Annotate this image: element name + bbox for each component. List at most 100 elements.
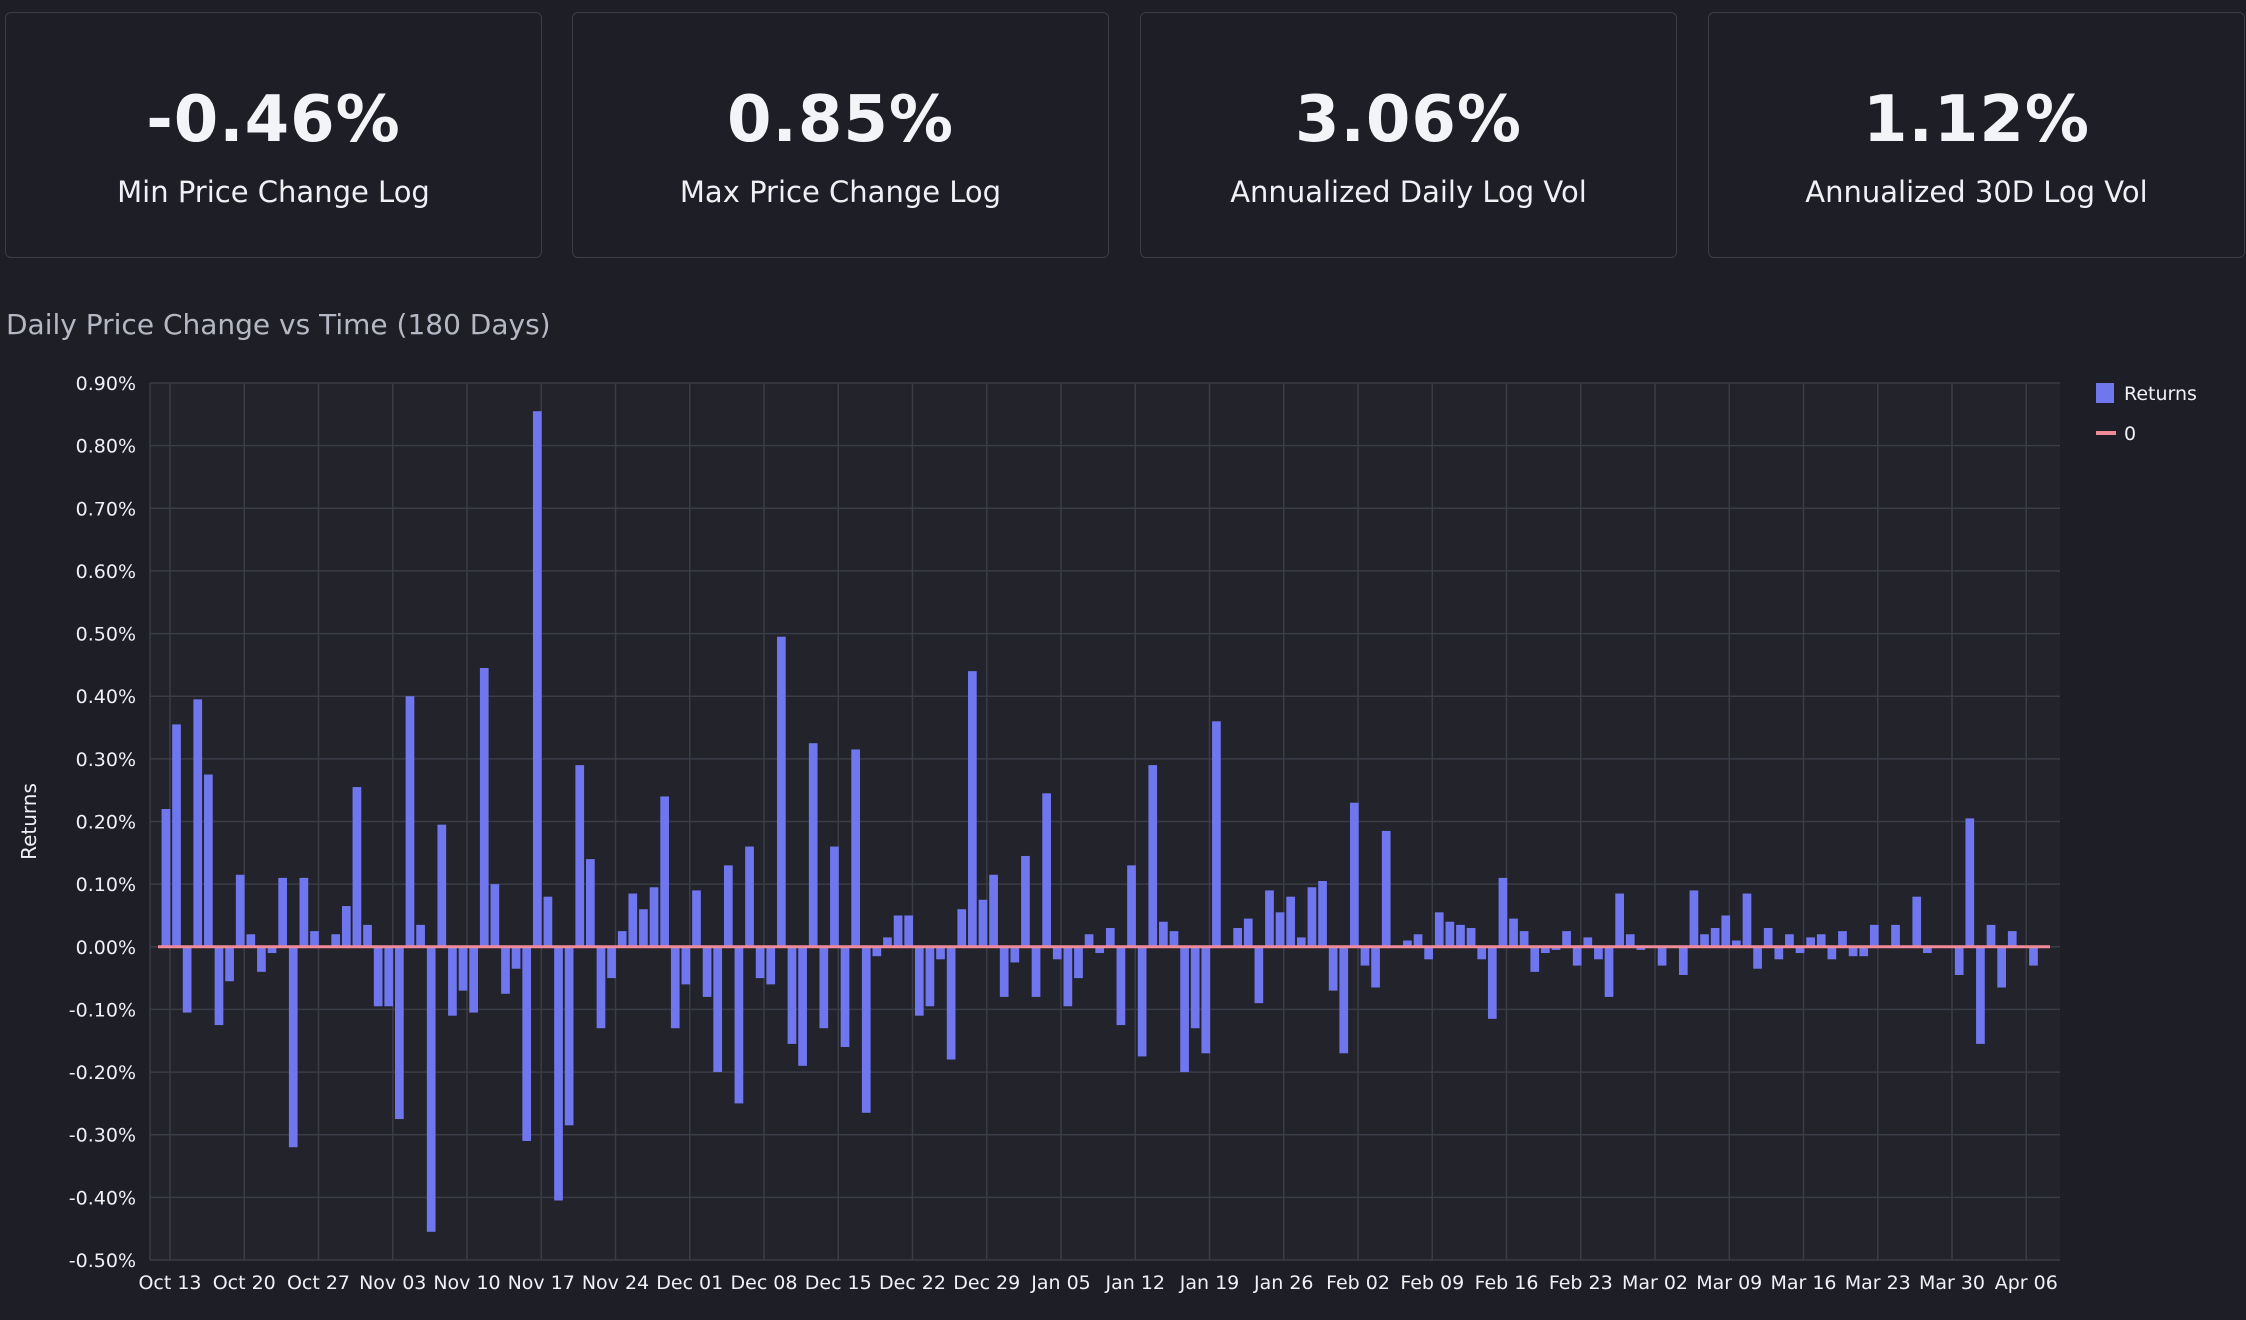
return-bar — [787, 946, 797, 1044]
metric-card-daily-vol: 3.06% Annualized Daily Log Vol — [1140, 12, 1677, 258]
y-tick-label: -0.50% — [69, 1250, 136, 1272]
return-bar — [1307, 887, 1317, 947]
return-bar — [830, 846, 839, 947]
return-bar — [1594, 946, 1603, 960]
x-tick-label: Jan 12 — [1104, 1272, 1165, 1294]
return-bar — [1371, 946, 1380, 988]
return-bar — [1700, 934, 1709, 947]
return-bar — [288, 946, 298, 1148]
return-bar — [904, 915, 914, 947]
return-bar — [1986, 924, 1996, 947]
return-bar — [1360, 946, 1370, 966]
return-bar — [1445, 921, 1455, 947]
return-bar — [331, 934, 341, 947]
legend-label-zero: 0 — [2124, 423, 2136, 445]
return-bar — [1296, 937, 1306, 947]
return-bar — [808, 743, 818, 947]
return-bar — [1562, 931, 1571, 947]
x-tick-label: Oct 27 — [287, 1272, 350, 1294]
return-bar — [755, 946, 765, 979]
x-tick-label: Mar 30 — [1919, 1272, 1985, 1294]
return-bar — [1838, 931, 1847, 947]
x-tick-label: Dec 29 — [953, 1272, 1020, 1294]
return-bar — [660, 796, 669, 947]
return-bar — [1424, 946, 1433, 960]
return-bar — [639, 909, 648, 947]
return-bar — [501, 946, 510, 994]
x-tick-label: Dec 22 — [879, 1272, 946, 1294]
return-bar — [511, 946, 521, 969]
y-tick-label: 0.70% — [76, 498, 136, 520]
return-bar — [872, 946, 882, 957]
return-bar — [1243, 918, 1253, 947]
returns-bar-chart[interactable]: -0.50% -0.40% -0.30% -0.20% -0.10% 0.00% 0.10%… — [0, 360, 2246, 1320]
return-bar — [1774, 946, 1784, 960]
return-bar — [861, 946, 871, 1113]
x-tick-label: Dec 01 — [656, 1272, 723, 1294]
return-bar — [1625, 934, 1635, 947]
return-bar — [458, 946, 468, 991]
y-tick-label: -0.40% — [69, 1187, 136, 1209]
return-bar — [1785, 934, 1794, 947]
chart-title: Daily Price Change vs Time (180 Days) — [6, 308, 551, 341]
x-tick-label: Apr 06 — [1995, 1272, 2058, 1294]
return-bar — [1997, 946, 2006, 988]
return-bar — [819, 946, 829, 1029]
return-bar — [1381, 830, 1391, 947]
x-tick-label: Jan 26 — [1253, 1272, 1314, 1294]
return-bar — [1859, 946, 1869, 957]
metric-label: Max Price Change Log — [679, 175, 1002, 209]
return-bar — [1169, 931, 1179, 947]
return-bar — [437, 824, 447, 947]
metrics-row: -0.46% Min Price Change Log 0.85% Max Pr… — [5, 12, 2246, 260]
return-bar — [1318, 881, 1327, 947]
return-bar — [532, 411, 542, 947]
return-bar — [628, 893, 638, 947]
return-bar — [1084, 934, 1094, 947]
x-tick-label: Jan 05 — [1030, 1272, 1091, 1294]
y-tick-label: 0.60% — [76, 561, 136, 583]
legend-label-returns: Returns — [2124, 383, 2197, 405]
return-bar — [914, 946, 924, 1016]
return-bar — [1127, 865, 1136, 947]
return-bar — [670, 946, 680, 1029]
metric-card-max-change: 0.85% Max Price Change Log — [572, 12, 1109, 258]
return-bar — [936, 946, 945, 960]
return-bar — [1615, 893, 1624, 947]
return-bar — [968, 671, 977, 947]
return-bar — [798, 946, 807, 1066]
return-bar — [1509, 918, 1518, 947]
return-bar — [1976, 946, 1985, 1044]
return-bar — [893, 915, 903, 947]
metric-value: 0.85% — [726, 83, 955, 157]
return-bar — [2007, 931, 2017, 947]
x-tick-label: Mar 23 — [1845, 1272, 1911, 1294]
return-bar — [1275, 912, 1285, 947]
return-bar — [1689, 890, 1699, 947]
return-bar — [1954, 946, 1964, 975]
return-bar — [989, 874, 998, 947]
y-axis-title: Returns — [17, 783, 41, 860]
x-tick-label: Feb 23 — [1549, 1272, 1613, 1294]
return-bar — [957, 909, 967, 947]
return-bar — [1912, 896, 1922, 947]
x-tick-label: Oct 20 — [213, 1272, 276, 1294]
return-bar — [1434, 912, 1444, 947]
metric-value: 1.12% — [1862, 83, 2091, 157]
return-bar — [1010, 946, 1020, 963]
return-bar — [395, 946, 404, 1120]
return-bar — [1413, 934, 1423, 947]
x-tick-label: Jan 19 — [1179, 1272, 1240, 1294]
return-bar — [1551, 946, 1561, 950]
return-bar — [1350, 802, 1359, 947]
return-bar — [1487, 946, 1497, 1019]
return-bar — [373, 946, 383, 1007]
return-bar — [267, 946, 277, 954]
return-bar — [1021, 855, 1030, 947]
metric-value: 3.06% — [1294, 83, 1523, 157]
return-bar — [554, 946, 563, 1201]
return-bar — [1742, 893, 1752, 947]
y-tick-label: 0.80% — [76, 436, 136, 458]
return-bar — [341, 906, 351, 947]
return-bar — [1678, 946, 1688, 975]
